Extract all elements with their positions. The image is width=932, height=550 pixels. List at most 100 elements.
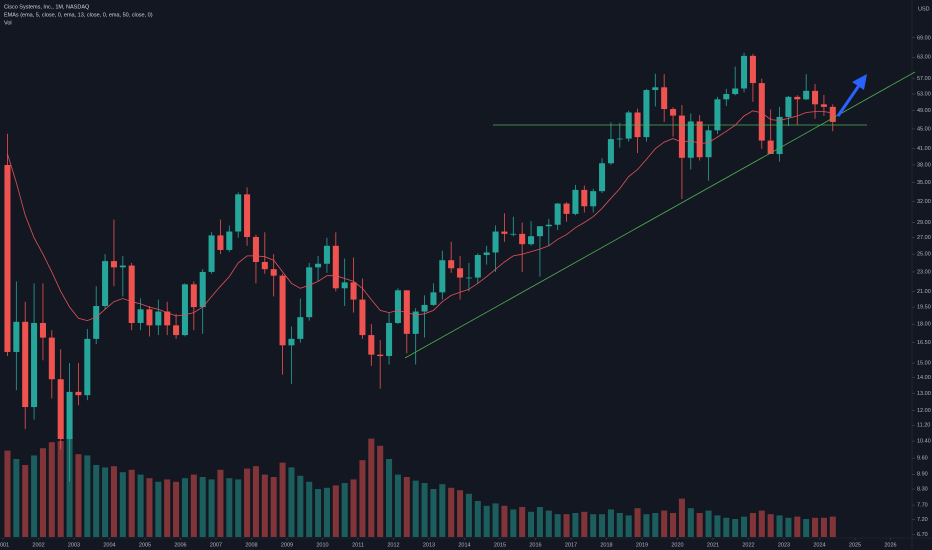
candle-body [812,90,819,105]
volume-bar [590,514,597,537]
volume-bar [483,505,490,537]
x-tick-label: 2015 [494,542,506,548]
volume-bar [75,454,82,537]
candle-body [341,282,348,289]
y-tick-label: 14.00 [917,375,931,381]
volume-bar [714,515,721,537]
y-tick-label: 7.70 [917,503,928,509]
candle-body [217,235,224,250]
volume-bar [350,479,357,537]
y-tick-label: 15.00 [917,360,931,366]
x-tick-label: 2002 [32,542,44,548]
volume-bar [84,455,91,537]
y-tick-label: 8.30 [917,487,928,493]
volume-bar [288,467,295,537]
candle-body [714,99,721,131]
y-tick-label: 6.70 [917,532,928,538]
candle-body [661,87,668,110]
y-tick-label: 7.20 [917,517,928,523]
candle-body [208,235,215,272]
candle-body [421,304,428,312]
candle-body [315,263,322,268]
x-tick-label: 2021 [707,542,719,548]
volume-bar [563,514,570,537]
candle-body [670,109,677,116]
volume-bar [341,483,348,537]
volume-bar [190,474,197,537]
candle-body [483,252,490,256]
candle-body [377,354,384,357]
volume-bar [22,465,29,537]
y-tick-label: 49.00 [917,108,931,114]
volume-bar [758,510,765,537]
volume-bar [528,511,535,537]
y-tick-label: 19.50 [917,305,931,311]
volume-bar [785,517,792,537]
volume-bar [226,478,233,537]
candle-body [332,245,339,289]
volume-bar [421,483,428,537]
volume-bar [252,466,259,537]
candle-body [226,231,233,250]
y-tick-label: 41.00 [917,146,931,152]
candle-body [776,116,783,155]
candle-body [128,265,135,323]
volume-bar [607,509,614,537]
volume-bar [199,477,206,537]
y-tick-label: 35.00 [917,180,931,186]
candle-body [820,104,827,107]
candle-body [31,322,38,408]
x-tick-label: 2008 [245,542,257,548]
volume-bar [448,487,455,537]
candle-body [270,269,277,276]
y-tick-label: 16.50 [917,340,931,346]
candle-body [448,260,455,269]
y-tick-label: 53.00 [917,91,931,97]
volume-bar [128,469,135,537]
volume-bar [359,460,366,537]
candle-body [306,267,313,318]
arrow-head [852,74,867,90]
volume-bar [501,505,508,537]
volume-bar [217,469,224,537]
volume-bar [812,517,819,537]
volume-bar [377,445,384,537]
volume-bar [4,450,11,537]
candle-body [84,338,91,396]
x-tick-label: 2009 [281,542,293,548]
candle-body [741,55,748,89]
candle-body [465,277,472,279]
y-tick-label: 32.00 [917,199,931,205]
volume-bar [137,474,144,537]
y-tick-label: 25.00 [917,252,931,258]
x-tick-label: 2016 [529,542,541,548]
candle-body [244,194,251,237]
volume-bar [599,514,606,537]
volume-bar [39,448,46,537]
volume-bar [732,519,739,537]
x-tick-label: 2003 [68,542,80,548]
volume-bar [155,481,162,537]
candle-body [492,231,499,253]
volume-bar [741,516,748,537]
x-tick-label: 2017 [565,542,577,548]
candle-body [252,236,259,262]
candle-body [439,260,446,293]
candle-body [199,271,206,308]
candle-body [173,325,180,336]
volume-bar [749,513,756,537]
candle-body [678,115,685,158]
x-tick-label: 2025 [849,542,861,548]
volume-bar [439,484,446,537]
volume-bar [767,514,774,537]
volume-bar [235,479,242,537]
candle-body [22,321,29,408]
volume-bar [634,508,641,537]
x-tick-label: 2005 [139,542,151,548]
volume-bar [297,475,304,537]
volume-bar [279,462,286,537]
volume-bar [625,515,632,537]
candle-body [599,163,606,192]
candle-body [359,299,366,336]
